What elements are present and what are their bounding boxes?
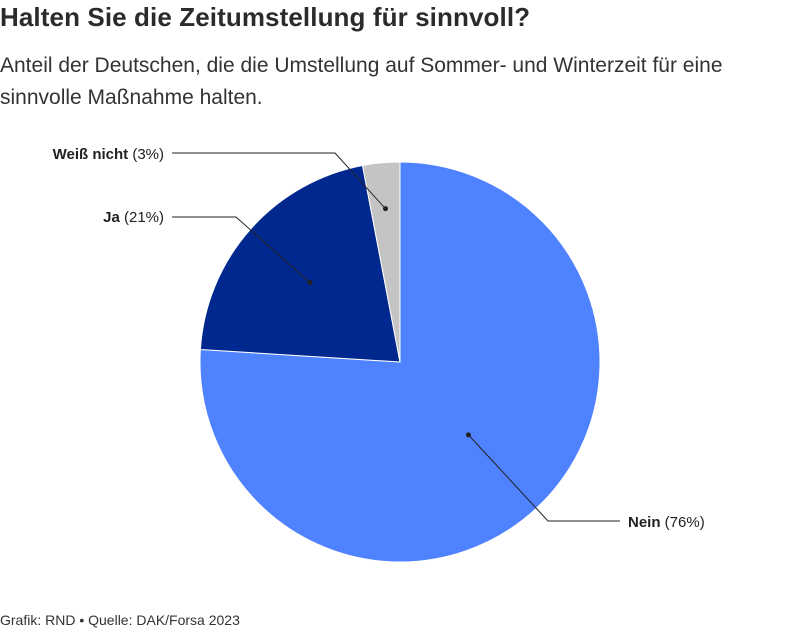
leader-dot	[383, 206, 389, 212]
leader-dot	[307, 280, 313, 286]
leader-lines	[172, 152, 620, 522]
slice-label-name: Weiß nicht	[53, 146, 129, 163]
slice-label-name: Nein	[628, 514, 661, 531]
leader-line	[172, 152, 386, 210]
slice-label-name: Ja	[103, 209, 120, 226]
pie-slices	[199, 161, 601, 563]
slice-label: Ja (21%)	[103, 209, 164, 226]
leader-line	[172, 216, 311, 284]
pie-chart: Nein (76%) Ja (21%) Weiß nicht (3%)	[53, 146, 705, 563]
source-footer: Grafik: RND • Quelle: DAK/Forsa 2023	[0, 612, 240, 628]
pie-slice-wei-nicht	[361, 161, 401, 363]
leader-line	[468, 434, 620, 522]
slice-label-value: (21%)	[120, 209, 164, 226]
slice-label-value: (3%)	[128, 146, 164, 163]
leader-dot	[465, 432, 471, 438]
slice-label: Nein (76%)	[628, 514, 705, 531]
chart-subtitle: Anteil der Deutschen, die die Umstellung…	[0, 54, 723, 109]
slice-labels: Nein (76%) Ja (21%) Weiß nicht (3%)	[53, 146, 705, 531]
slice-label-value: (76%)	[661, 514, 705, 531]
slice-label: Weiß nicht (3%)	[53, 146, 164, 163]
chart-title: Halten Sie die Zeitumstellung für sinnvo…	[0, 2, 531, 32]
